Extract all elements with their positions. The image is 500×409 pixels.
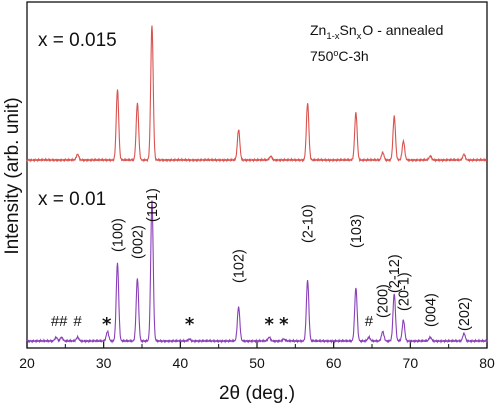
- x-tick-label: 40: [173, 355, 189, 371]
- series-line-x-0-015: [26, 25, 488, 163]
- impurity-hash-marker: ##: [51, 313, 68, 330]
- x-tick-label: 50: [249, 355, 265, 371]
- peak-label: (2-12): [387, 254, 403, 293]
- peak-label: (20-1): [396, 272, 412, 311]
- impurity-hash-marker: #: [73, 313, 82, 330]
- chart-title: Zn1-xSnxO - annealed: [310, 22, 443, 42]
- x-axis-title: 2θ (deg.): [219, 383, 295, 404]
- peak-label: (102): [232, 249, 248, 283]
- impurity-markers: ## # * * * * #: [51, 313, 374, 335]
- series-layer: [26, 25, 488, 344]
- chart-subtitle: 750oC-3h: [310, 48, 369, 64]
- peak-annotations: (100) (002) (101) (102) (2-10) (103) (200)(2-1…: [110, 188, 473, 331]
- peak-label: (2-10): [301, 204, 317, 243]
- series-line-x-0-01: [26, 200, 488, 344]
- peak-label: (004): [423, 293, 439, 327]
- x-tick-label: 80: [479, 355, 495, 371]
- impurity-star-marker: *: [185, 314, 195, 335]
- x-tick-label: 20: [19, 355, 35, 371]
- series-label-bottom: x = 0.01: [38, 189, 106, 210]
- peak-label: (200): [376, 284, 392, 318]
- impurity-hash-marker: #: [365, 313, 374, 330]
- impurity-star-marker: *: [279, 314, 289, 335]
- x-tick-label: 70: [403, 355, 419, 371]
- peak-label: (101): [145, 188, 161, 222]
- peak-label: (202): [457, 297, 473, 331]
- peak-label: (100): [110, 218, 126, 252]
- impurity-star-marker: *: [265, 314, 275, 335]
- y-axis-title: Intensity (arb. unit): [2, 97, 23, 254]
- peak-label: (103): [349, 214, 365, 248]
- x-tick-label: 30: [96, 355, 112, 371]
- x-axis-tick-labels: 20 30 40 50 60 70 80: [19, 355, 495, 371]
- impurity-star-marker: *: [102, 314, 112, 335]
- plot-frame: [26, 1, 488, 349]
- peak-label: (002): [130, 225, 146, 259]
- x-tick-label: 60: [326, 355, 342, 371]
- series-label-top: x = 0.015: [38, 30, 117, 51]
